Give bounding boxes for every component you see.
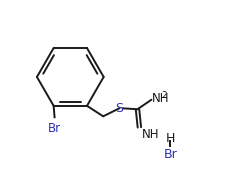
Text: 2: 2 (161, 91, 167, 100)
Text: NH: NH (142, 128, 159, 141)
Text: Br: Br (164, 148, 177, 161)
Text: Br: Br (48, 122, 61, 135)
Text: NH: NH (152, 92, 169, 105)
Text: H: H (166, 132, 175, 145)
Text: S: S (115, 102, 123, 115)
